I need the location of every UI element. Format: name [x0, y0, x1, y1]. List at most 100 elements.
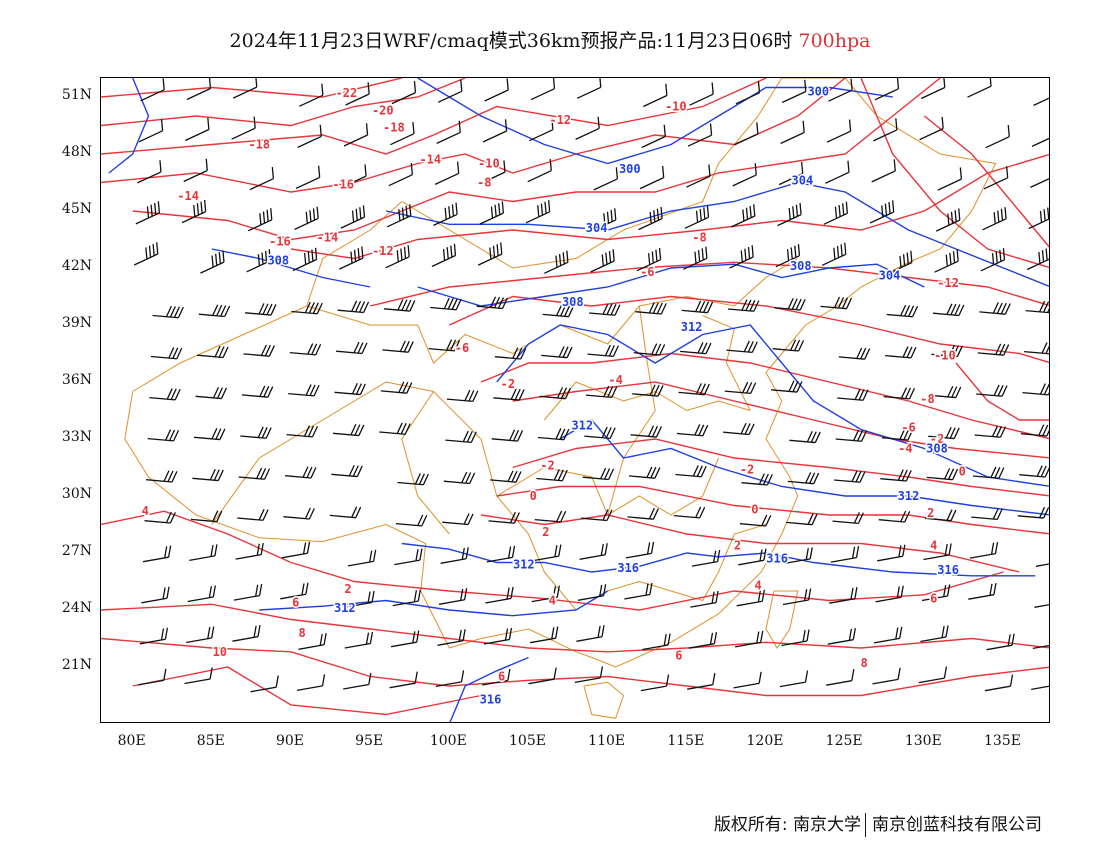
wind-barb	[292, 247, 318, 272]
wind-barb	[581, 509, 613, 522]
wind-barb-stroke	[297, 124, 322, 148]
wind-barb-stroke	[181, 199, 207, 224]
wind-barb-stroke	[283, 507, 315, 520]
wind-barb-stroke	[291, 301, 323, 315]
wind-barb	[285, 466, 317, 479]
temperature-label: -14	[317, 231, 339, 245]
wind-barb-stroke	[537, 428, 570, 441]
wind-barb-stroke	[690, 590, 719, 608]
wind-barb	[920, 78, 946, 100]
wind-barb	[781, 629, 810, 647]
wind-barb-stroke	[343, 672, 372, 690]
wind-barb-stroke	[433, 202, 458, 226]
boundary-line	[306, 305, 561, 364]
wind-barb	[1033, 82, 1049, 106]
wind-barb-stroke	[430, 297, 462, 311]
height-label: 312	[898, 489, 920, 503]
wind-barb	[587, 344, 619, 358]
wind-barb	[730, 204, 756, 228]
wind-barb-stroke	[574, 666, 604, 684]
wind-barb-stroke	[285, 466, 317, 479]
height-label: 316	[937, 563, 959, 577]
wind-barb-stroke	[1020, 424, 1049, 437]
temperature-label: -16	[332, 177, 354, 191]
wind-barb	[1031, 673, 1049, 691]
wind-barb	[245, 303, 277, 316]
wind-barb-stroke	[826, 669, 855, 686]
wind-barb-stroke	[536, 469, 568, 482]
wind-barb-stroke	[152, 305, 184, 319]
wind-barb-stroke	[390, 630, 420, 648]
wind-barb-stroke	[873, 626, 903, 644]
wind-barb	[835, 429, 868, 442]
temperature-label: -22	[336, 86, 358, 100]
wind-barb	[676, 424, 709, 437]
lon-tick-label: 125E	[825, 733, 863, 749]
wind-barb	[735, 81, 761, 105]
wind-barb	[1019, 465, 1049, 478]
wind-barb	[483, 627, 513, 645]
temperature-label: -2	[501, 377, 515, 391]
lat-tick-label: 27N	[61, 543, 92, 559]
wind-barb-stroke	[985, 124, 1010, 149]
wind-barb	[967, 78, 992, 98]
temperature-contour	[512, 381, 1049, 459]
wind-barb	[185, 626, 215, 644]
wind-barb	[931, 344, 963, 358]
temperature-label: 8	[861, 656, 868, 670]
wind-barb-stroke	[245, 303, 277, 316]
wind-barb-stroke	[141, 586, 170, 604]
wind-barb	[577, 584, 607, 601]
temperature-label: -10	[665, 100, 687, 114]
wind-barb	[434, 161, 460, 185]
wind-barb	[575, 116, 600, 140]
wind-barb-stroke	[1026, 246, 1049, 271]
wind-barb-stroke	[881, 428, 914, 441]
boundary-line	[132, 201, 403, 392]
wind-barb-stroke	[829, 587, 858, 604]
wind-barb	[976, 384, 1008, 397]
wind-barb-stroke	[820, 296, 853, 310]
wind-barb-stroke	[332, 423, 365, 437]
height-contours	[108, 78, 1049, 722]
wind-barb	[137, 160, 162, 184]
wind-barb	[181, 199, 207, 224]
wind-barb-stroke	[446, 389, 479, 403]
wind-barb-stroke	[340, 205, 366, 229]
wind-barb	[488, 511, 520, 524]
temperature-contours	[101, 78, 1049, 716]
wind-barb-stroke	[641, 124, 666, 149]
wind-barb	[639, 165, 665, 190]
wind-barb	[280, 582, 309, 600]
wind-barb-stroke	[877, 544, 906, 562]
wind-barb-stroke	[780, 120, 805, 145]
wind-barb-stroke	[241, 385, 274, 398]
wind-barb-stroke	[1033, 82, 1049, 106]
wind-barb	[625, 541, 655, 559]
wind-barb	[734, 122, 759, 146]
temperature-contour	[101, 78, 767, 155]
wind-barb	[574, 666, 604, 684]
wind-barb-stroke	[640, 674, 670, 692]
lat-tick-label: 24N	[61, 600, 92, 616]
wind-barb	[299, 83, 324, 107]
height-labels: 300 300 304 304 308 308 308 304 312 312 308 312 312 3…	[266, 83, 960, 708]
wind-barb	[878, 510, 911, 523]
lon-tick-label: 130E	[904, 733, 942, 749]
wind-barb-stroke	[193, 427, 226, 441]
wind-barb-stroke	[774, 298, 806, 311]
wind-barb	[383, 299, 416, 312]
wind-barb-stroke	[238, 467, 271, 480]
wind-barb-stroke	[533, 544, 562, 562]
wind-barb	[691, 549, 721, 567]
wind-barb	[336, 341, 368, 355]
wind-barb-stroke	[184, 667, 213, 685]
wind-barb	[533, 544, 562, 562]
wind-barb	[539, 387, 572, 400]
wind-barb-stroke	[732, 163, 757, 187]
wind-barb-stroke	[675, 465, 707, 478]
lat-tick-label: 33N	[61, 429, 92, 445]
wind-barb-stroke	[920, 78, 946, 100]
temperature-contour	[101, 510, 1004, 611]
wind-barb	[923, 543, 952, 561]
